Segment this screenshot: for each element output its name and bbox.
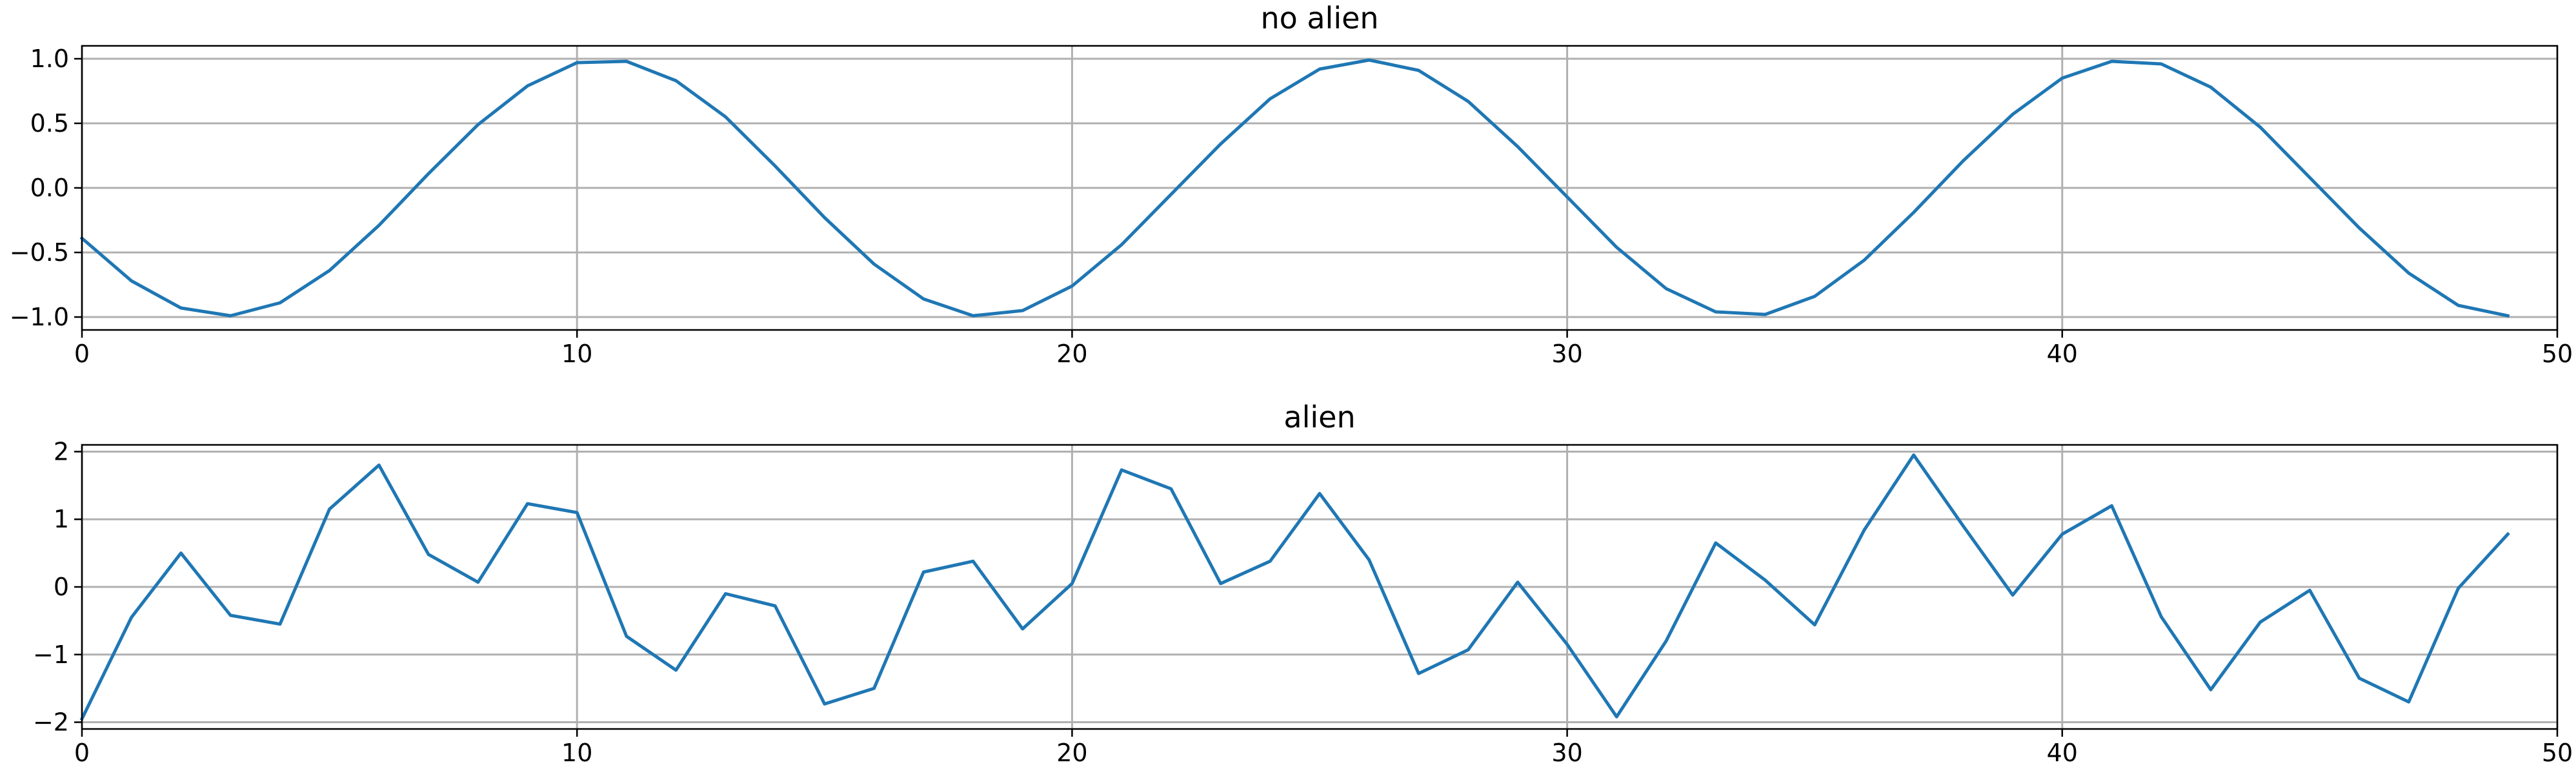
y-tick-label: −1.0 — [10, 303, 69, 331]
x-tick-label: 0 — [74, 340, 90, 368]
x-tick-label: 0 — [74, 739, 90, 767]
series-lines — [79, 58, 2510, 318]
y-tick-label: 0.5 — [30, 109, 69, 138]
x-tick-label: 10 — [561, 340, 592, 368]
subplot-alien: alien 0 10 20 30 40 50 −2 −1 0 1 2 — [33, 400, 2573, 767]
series-lines — [79, 453, 2510, 721]
x-tick-label: 50 — [2542, 739, 2573, 767]
subplot-no-alien: no alien 0 10 20 30 40 50 −1.0 −0.5 0.0 0.5 1.0 — [10, 1, 2573, 368]
x-tick-label: 20 — [1056, 739, 1087, 767]
x-axis: 0 10 20 30 40 50 — [74, 330, 2573, 368]
x-tick-label: 40 — [2047, 340, 2078, 368]
y-tick-label: −0.5 — [10, 238, 69, 267]
y-tick-label: −1 — [33, 641, 69, 669]
series-line — [79, 58, 2510, 318]
y-tick-label: −2 — [33, 708, 69, 737]
y-tick-label: 0 — [54, 573, 69, 601]
series-line — [79, 453, 2510, 721]
x-tick-label: 50 — [2542, 340, 2573, 368]
x-axis: 0 10 20 30 40 50 — [74, 729, 2573, 767]
x-tick-label: 40 — [2047, 739, 2078, 767]
x-tick-label: 20 — [1056, 340, 1087, 368]
gridlines — [81, 445, 2559, 729]
y-axis: −2 −1 0 1 2 — [33, 437, 82, 737]
chart-title: alien — [1283, 400, 1355, 435]
x-tick-label: 30 — [1551, 739, 1582, 767]
y-tick-label: 2 — [54, 437, 69, 466]
y-tick-label: 0.0 — [30, 174, 69, 202]
y-axis: −1.0 −0.5 0.0 0.5 1.0 — [10, 45, 82, 331]
x-tick-label: 30 — [1551, 340, 1582, 368]
y-tick-label: 1 — [54, 505, 69, 533]
y-tick-label: 1.0 — [30, 45, 69, 73]
chart-title: no alien — [1260, 1, 1378, 36]
x-tick-label: 10 — [561, 739, 592, 767]
